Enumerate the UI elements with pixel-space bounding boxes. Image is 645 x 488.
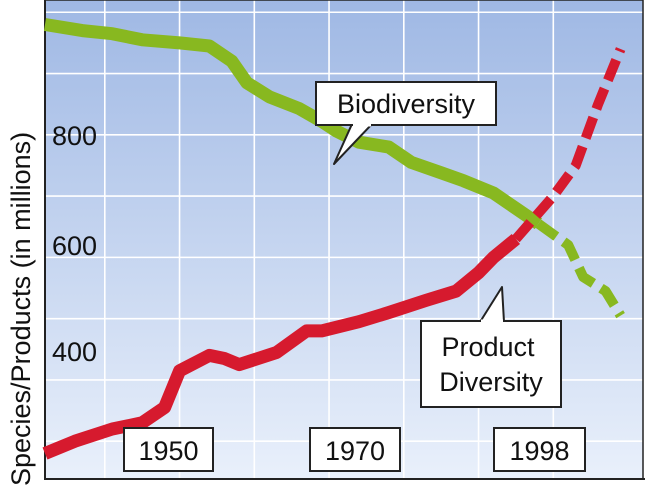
- x-tick-label-1998: 1998: [493, 427, 586, 472]
- x-tick-label-text-1950: 1950: [138, 436, 198, 466]
- y-tick-label-800: 800: [52, 121, 97, 151]
- y-tick-label-600: 600: [52, 231, 97, 261]
- x-tick-box-1950: [123, 427, 214, 472]
- y-tick-labels: 800 600 400: [52, 121, 97, 367]
- annotation-biodiversity-box: [315, 81, 497, 126]
- x-tick-box-1998: [493, 427, 586, 472]
- y-tick-label-400: 400: [52, 337, 97, 367]
- x-tick-box-1970: [309, 427, 401, 472]
- x-tick-label-text-1970: 1970: [325, 436, 385, 466]
- annotation-product-diversity-box: [420, 320, 562, 408]
- series-line-biodiversity: [43, 18, 543, 230]
- annotation-biodiversity-text: Biodiversity: [337, 89, 476, 119]
- annotation-biodiversity: Biodiversity: [315, 81, 497, 165]
- series-projection-biodiversity: [535, 219, 625, 319]
- series-projection-product-diversity: [512, 47, 626, 243]
- annotation-product-diversity-text-line2: Diversity: [439, 367, 543, 397]
- x-tick-label-1970: 1970: [309, 427, 401, 472]
- annotation-product-diversity: Product Diversity: [420, 286, 562, 408]
- annotation-product-diversity-text-line1: Product: [441, 332, 535, 362]
- x-tick-label-1950: 1950: [123, 427, 214, 472]
- y-axis-label: Species/Products (in millions): [6, 132, 36, 486]
- plot-frame: [44, 0, 644, 480]
- series-layer: [42, 18, 626, 460]
- series-line-product-diversity: [42, 233, 521, 460]
- x-tick-label-text-1998: 1998: [509, 436, 569, 466]
